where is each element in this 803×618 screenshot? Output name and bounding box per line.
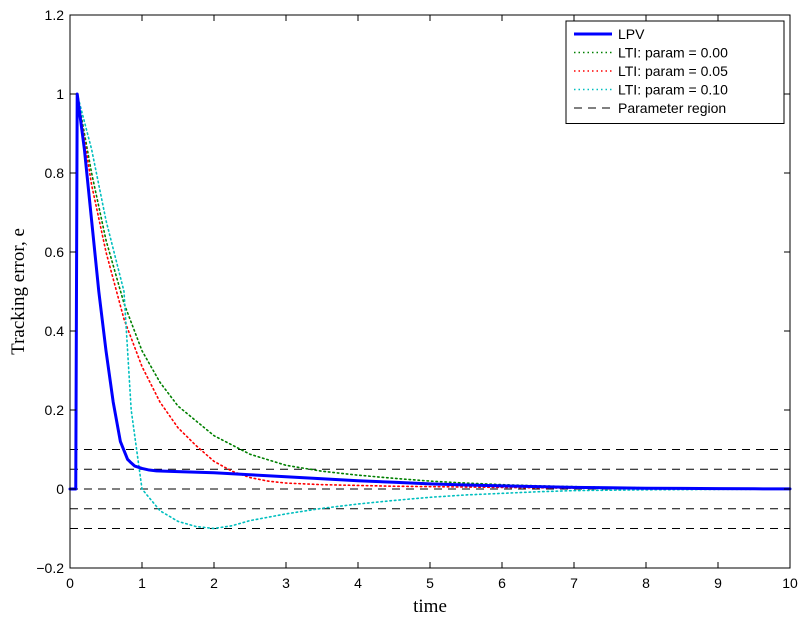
legend-label-2: LTI: param = 0.05 <box>618 63 728 79</box>
x-tick-label-5: 5 <box>426 575 434 591</box>
y-tick-label-4: 0.6 <box>45 244 65 260</box>
legend-label-3: LTI: param = 0.10 <box>618 82 728 98</box>
x-tick-label-2: 2 <box>210 575 218 591</box>
legend-box <box>565 20 785 124</box>
series-line-0 <box>68 92 792 491</box>
x-tick-label-3: 3 <box>282 575 290 591</box>
y-tick-label-3: 0.4 <box>45 323 65 339</box>
series-line-3 <box>69 93 791 530</box>
y-tick-label-6: 1 <box>56 86 64 102</box>
x-tick-label-8: 8 <box>642 575 650 591</box>
y-tick-label-7: 1.2 <box>45 7 65 23</box>
parameter-region-lines <box>70 449 790 529</box>
x-tick-label-1: 1 <box>138 575 146 591</box>
x-axis-title: time <box>413 596 447 617</box>
y-tick-label-0: −0.2 <box>36 560 64 576</box>
legend-label-0: LPV <box>618 26 645 42</box>
y-axis-title: Tracking error, e <box>8 228 29 355</box>
x-tick-label-10: 10 <box>782 575 798 591</box>
x-tick-label-9: 9 <box>714 575 722 591</box>
y-tick-label-5: 0.8 <box>45 165 65 181</box>
y-tick-label-2: 0.2 <box>45 402 65 418</box>
x-tick-label-7: 7 <box>570 575 578 591</box>
x-tick-label-0: 0 <box>66 575 74 591</box>
tick-labels: 0 1 2 3 4 5 6 7 8 9 10−0.200.20.40.60.811.2 <box>36 7 798 591</box>
legend-label-4: Parameter region <box>618 100 726 116</box>
x-tick-label-6: 6 <box>498 575 506 591</box>
legend-label-1: LTI: param = 0.00 <box>618 45 728 61</box>
x-tick-label-4: 4 <box>354 575 362 591</box>
y-tick-label-1: 0 <box>56 481 64 497</box>
series-layer <box>68 92 792 530</box>
axis-ticks <box>69 14 791 569</box>
legend: LPV LTI: param = 0.00 LTI: param = 0.05 LTI… <box>565 20 785 124</box>
